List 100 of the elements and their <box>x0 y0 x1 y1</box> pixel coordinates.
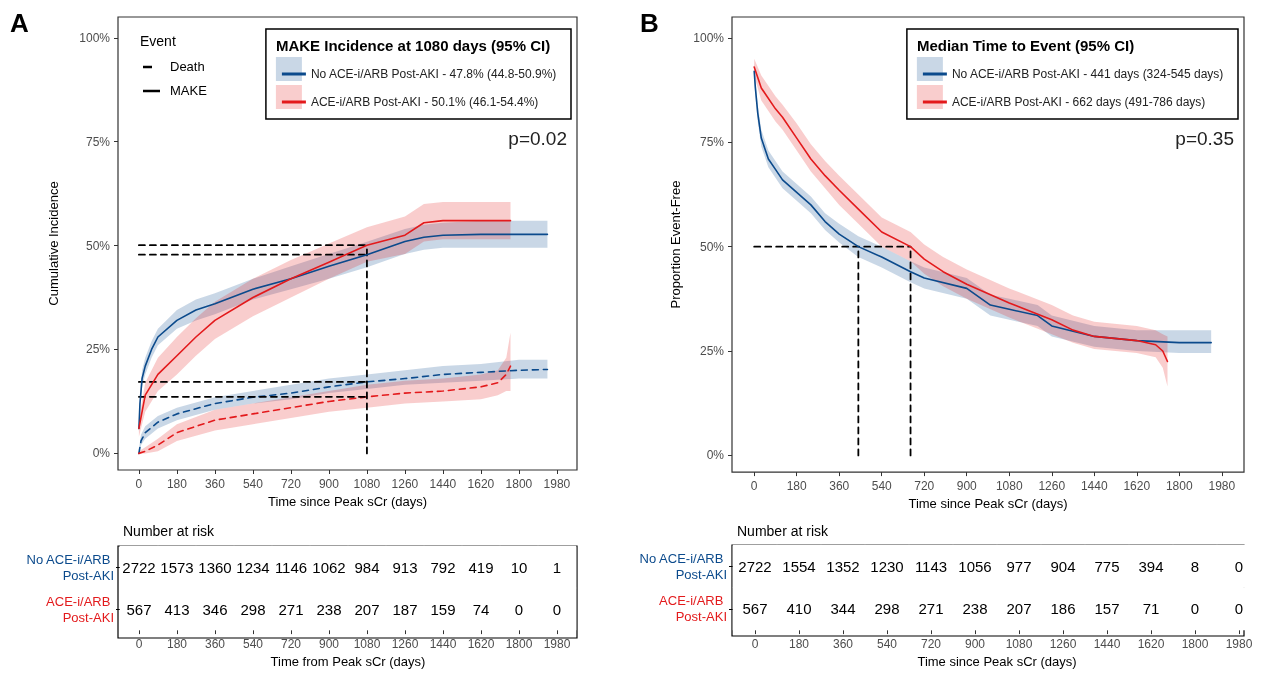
x-tick-label: 900 <box>318 477 340 491</box>
x-tick-label: 1440 <box>429 477 457 491</box>
data-label: 74 <box>472 600 490 618</box>
data-label: 1230 <box>870 557 904 575</box>
x-tick-label: 1440 <box>1080 479 1108 494</box>
x-tick-label: 1800 <box>1165 479 1193 494</box>
annotation: Event <box>140 33 176 49</box>
data-label: 1234 <box>236 558 270 576</box>
x-tick-label: 1620 <box>467 637 495 652</box>
data-label: 2722 <box>738 557 772 575</box>
data-label: 419 <box>468 558 494 576</box>
x-axis-title: Time from Peak sCr (days) <box>270 654 426 669</box>
y-tick-label: 75% <box>699 135 725 150</box>
legend-label: No ACE-i/ARB Post-AKI - 47.8% (44.8-50.9%) <box>310 67 557 81</box>
data-label: 238 <box>962 600 988 618</box>
x-tick-label: 900 <box>964 637 986 652</box>
data-label: 157 <box>1094 600 1120 618</box>
x-tick-label: 1260 <box>391 477 419 491</box>
x-tick-label: 180 <box>786 479 808 494</box>
data-label: 1360 <box>198 558 232 576</box>
legend-title: MAKE Incidence at 1080 days (95% CI) <box>275 37 551 54</box>
x-tick-label: 1260 <box>1038 479 1066 494</box>
data-label: 1352 <box>826 557 860 575</box>
x-tick-label: 1800 <box>505 637 533 652</box>
x-tick-label: 1440 <box>429 637 457 652</box>
x-tick-label: 900 <box>318 637 340 652</box>
x-tick-label: 180 <box>166 637 188 652</box>
x-tick-label: 360 <box>832 637 854 652</box>
x-tick-label: 720 <box>280 477 302 491</box>
annotation: p=0.02 <box>508 128 568 149</box>
data-label: 344 <box>830 600 856 618</box>
data-label: 0 <box>1190 600 1200 618</box>
data-label: 187 <box>392 600 418 618</box>
legend-title: Median Time to Event (95% CI) <box>916 37 1135 54</box>
y-tick-label: 100% <box>79 30 111 45</box>
x-tick-label: 1080 <box>353 637 381 652</box>
x-axis-title: Time since Peak sCr (days) <box>908 496 1068 511</box>
data-label: 346 <box>202 600 228 618</box>
y-tick-label: No ACE-i/ARB Post-AKI <box>639 550 727 582</box>
x-tick-label: 1980 <box>543 477 571 491</box>
data-label: 913 <box>392 558 418 576</box>
x-tick-label: 1260 <box>391 637 419 652</box>
x-tick-label: 1980 <box>1225 637 1253 652</box>
x-tick-label: 1800 <box>1181 637 1209 652</box>
y-tick-label: 25% <box>85 342 111 357</box>
y-axis-title: Proportion Event-Free <box>668 180 684 309</box>
chart-title: Number at risk <box>737 523 830 539</box>
y-tick-label: 50% <box>85 238 111 253</box>
y-tick-label: 75% <box>85 134 111 149</box>
data-label: 207 <box>1006 600 1032 618</box>
data-label: 1573 <box>160 558 194 576</box>
x-tick-label: 1800 <box>505 477 533 491</box>
data-label: 567 <box>742 600 768 618</box>
data-label: 186 <box>1050 600 1076 618</box>
data-label: 1062 <box>312 558 346 576</box>
x-tick-label: 1260 <box>1049 637 1077 652</box>
y-tick-label: No ACE-i/ARB Post-AKI <box>26 551 114 583</box>
y-tick-label: 25% <box>699 344 725 359</box>
data-label: 298 <box>874 600 900 618</box>
data-label: 904 <box>1050 557 1076 575</box>
x-tick-label: 1080 <box>995 479 1023 494</box>
chart-title: A <box>10 8 29 38</box>
data-label: 984 <box>354 558 380 576</box>
data-label: 1146 <box>274 558 308 576</box>
x-tick-label: 0 <box>751 637 759 652</box>
data-label: 271 <box>278 600 304 618</box>
x-tick-label: 360 <box>204 637 226 652</box>
data-label: 0 <box>552 600 562 618</box>
data-label: 567 <box>126 600 152 618</box>
legend-label: ACE-i/ARB Post-AKI - 50.1% (46.1-54.4%) <box>310 95 539 109</box>
x-tick-label: 1620 <box>1123 479 1151 494</box>
data-label: 71 <box>1142 600 1160 618</box>
x-tick-label: 1440 <box>1093 637 1121 652</box>
annotation: p=0.35 <box>1175 128 1235 149</box>
data-label: 238 <box>316 600 342 618</box>
y-tick-label: 0% <box>92 446 111 461</box>
x-axis-title: Time since Peak sCr (days) <box>917 654 1077 669</box>
x-tick-label: 1620 <box>1137 637 1165 652</box>
x-tick-label: 720 <box>914 479 935 494</box>
data-label: 792 <box>430 558 456 576</box>
data-label: 0 <box>514 600 524 618</box>
data-label: 1 <box>552 558 562 576</box>
data-label: 394 <box>1138 557 1164 575</box>
x-tick-label: 360 <box>829 479 850 494</box>
x-tick-label: 540 <box>871 479 893 494</box>
data-label: 1554 <box>782 557 816 575</box>
x-tick-label: 1980 <box>543 637 571 652</box>
x-tick-label: 0 <box>135 477 143 491</box>
x-tick-label: 1980 <box>1208 479 1236 494</box>
y-tick-label: ACE-i/ARB Post-AKI <box>46 593 114 625</box>
x-tick-label: 0 <box>750 479 758 494</box>
data-label: 413 <box>164 600 190 618</box>
x-axis-title: Time since Peak sCr (days) <box>267 493 428 509</box>
data-label: 159 <box>430 600 456 618</box>
data-label: 271 <box>918 600 944 618</box>
y-tick-label: 0% <box>706 448 725 463</box>
x-tick-label: 1620 <box>467 477 495 491</box>
data-label: 1056 <box>958 557 992 575</box>
annotation: MAKE <box>170 83 208 98</box>
x-tick-label: 0 <box>135 637 143 652</box>
